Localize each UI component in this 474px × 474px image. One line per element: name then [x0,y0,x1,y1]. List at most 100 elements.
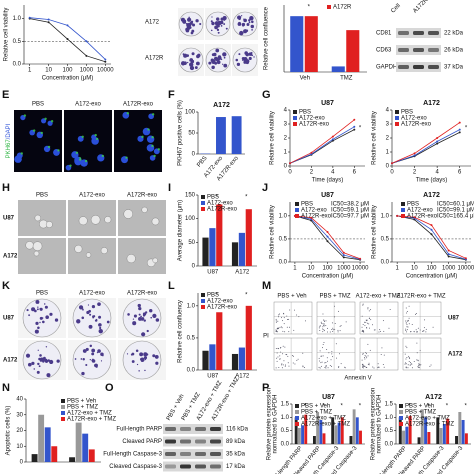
event [388,327,390,329]
y-tick-label: 10 [16,444,23,450]
panel-letter: F [168,89,175,101]
colony [85,347,89,351]
colony [195,61,200,66]
column-label: PBS + TMZ [319,294,350,300]
event [331,351,333,353]
event [405,345,407,347]
legend-swatch [295,422,299,426]
colony [211,16,213,18]
band [398,65,409,69]
event [332,356,334,358]
colony [210,29,213,32]
point [447,255,450,258]
x-tick-label: 10000 [97,68,114,74]
event [286,354,288,356]
event [331,322,333,324]
colony [144,311,148,314]
event [430,364,432,366]
colony [98,328,103,334]
event [417,359,419,361]
legend-label: A172R-exo [207,207,238,213]
band [195,427,206,431]
legend-note: IC50=59.1 μM [331,208,369,214]
y-axis-label: Relative protein expression [267,388,273,460]
colony [251,20,254,24]
event [322,344,324,346]
event [296,314,298,316]
event [332,329,334,331]
point [310,216,313,219]
line [391,122,460,164]
event [318,366,320,368]
legend-label: A172R-exo [299,122,330,128]
colony [39,307,43,311]
event [331,353,333,355]
exosome [20,152,23,155]
event [340,363,342,365]
colony [49,359,54,365]
point [66,24,69,27]
event [372,366,374,368]
exosome [147,128,150,131]
band [195,452,206,456]
colony [146,329,149,333]
y-tick-label: 3 [284,122,288,128]
colony [243,18,247,23]
point [104,60,107,63]
event [302,365,304,367]
bar [238,232,246,266]
event [319,350,321,352]
y-tick-label: 1.0 [385,415,394,421]
colony [188,22,191,26]
panel-letter: J [262,182,268,194]
row-label: A172R [145,56,164,62]
colony [152,354,156,358]
band [165,464,176,469]
event [319,329,321,331]
event [276,360,278,362]
event [417,364,419,366]
x-tick-label: 10 [308,266,315,272]
exosome [75,151,79,154]
event [322,323,324,325]
point [47,21,50,24]
event [405,312,407,314]
event [424,319,426,321]
event [321,347,323,349]
event [288,326,290,328]
event [405,363,407,365]
legend-swatch [201,207,205,211]
blot-size: 35 kDa [226,452,246,458]
bar [294,417,298,444]
event [405,358,407,360]
y-tick-label: 50 [188,131,195,137]
colony [74,358,77,360]
event [321,355,323,357]
colony [132,318,135,320]
colony [91,348,96,353]
x-tick-label: 1 [293,266,297,272]
band [180,464,191,469]
event [289,309,291,311]
bar [202,350,209,370]
legend-label: A172-exo [407,208,433,214]
colony [95,366,98,368]
image-bg [118,200,166,236]
event [326,327,328,329]
colony [28,314,31,317]
event [277,320,279,322]
legend-label: PBS [407,202,419,208]
legend-label: A172-exo [299,116,325,122]
exosome [47,145,51,149]
event [319,367,321,369]
bar [455,436,459,444]
event [364,357,366,359]
event [275,347,277,349]
x-axis-label: Concentration (μM) [302,274,353,280]
legend-label: A172R-exo [401,122,432,128]
colony [211,53,215,57]
event [368,323,370,325]
sphere [126,254,136,264]
colony [143,356,148,360]
column-label: A172R-exo [127,193,158,199]
